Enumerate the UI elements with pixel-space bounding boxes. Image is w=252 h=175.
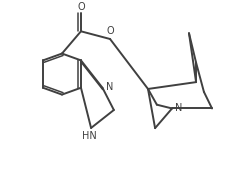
Text: N: N (105, 82, 112, 92)
Text: HN: HN (81, 131, 96, 141)
Text: O: O (106, 26, 113, 36)
Text: O: O (77, 2, 84, 12)
Text: N: N (174, 103, 182, 113)
